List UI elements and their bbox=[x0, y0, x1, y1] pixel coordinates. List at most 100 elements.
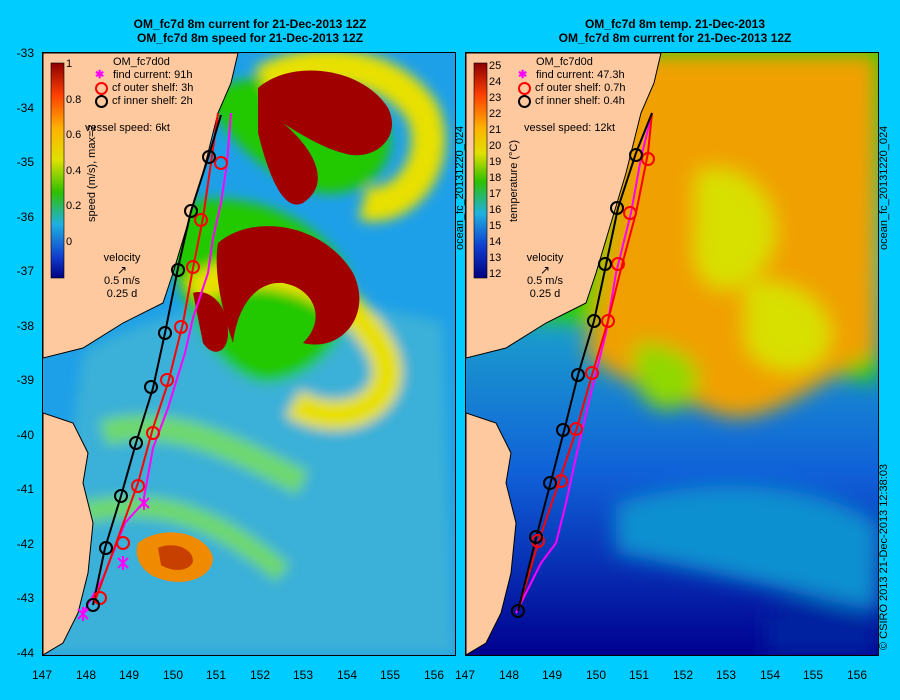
inner-circle-icon bbox=[95, 95, 108, 108]
left-cb-tick: 0.4 bbox=[66, 165, 82, 177]
x-tick: 148 bbox=[75, 668, 97, 682]
left-legend: OM_fc7d0d ✱ find current: 91h cf outer sh… bbox=[85, 56, 194, 135]
left-vessel-speed: vessel speed: 6kt bbox=[85, 122, 170, 134]
y-tick: -37 bbox=[16, 264, 34, 278]
left-velocity-time: 0.25 d bbox=[106, 288, 138, 300]
x-tick: 150 bbox=[585, 668, 607, 682]
find-star-icon: ✱ bbox=[518, 69, 528, 81]
right-title-line1: OM_fc7d 8m temp. 21-Dec-2013 bbox=[584, 17, 766, 31]
y-tick: -36 bbox=[16, 210, 34, 224]
x-tick: 154 bbox=[759, 668, 781, 682]
right-title-line2: OM_fc7d 8m current for 21-Dec-2013 12Z bbox=[558, 31, 792, 45]
left-cf-inner: cf inner shelf: 2h bbox=[112, 95, 193, 107]
y-tick: -43 bbox=[16, 591, 34, 605]
right-model-label: OM_fc7d0d bbox=[536, 56, 593, 68]
y-tick: -35 bbox=[16, 155, 34, 169]
left-outer-shelf-track bbox=[94, 112, 219, 602]
y-tick: -34 bbox=[16, 101, 34, 115]
right-cb-tick: 21 bbox=[489, 124, 502, 136]
left-model-label: OM_fc7d0d bbox=[113, 56, 170, 68]
left-velocity-label: velocity bbox=[103, 252, 141, 264]
y-tick: -33 bbox=[16, 46, 34, 60]
right-velocity-arrow: ↗ bbox=[539, 263, 551, 277]
right-cb-tick: 18 bbox=[489, 172, 502, 184]
x-tick: 147 bbox=[31, 668, 53, 682]
find-star-icon: ✱ bbox=[95, 69, 105, 81]
copyright-label: © CSIRO 2013 21-Dec-2013 12:38:03 bbox=[878, 463, 890, 650]
right-cb-tick: 20 bbox=[489, 140, 502, 152]
y-tick: -40 bbox=[16, 428, 34, 442]
x-tick: 149 bbox=[118, 668, 140, 682]
x-tick: 155 bbox=[379, 668, 401, 682]
left-find-current: find current: 91h bbox=[113, 69, 193, 81]
right-colorbar-label: temperature (°C) bbox=[508, 139, 520, 222]
right-cf-inner: cf inner shelf: 0.4h bbox=[535, 95, 625, 107]
right-map-panel bbox=[465, 52, 879, 656]
left-cf-outer: cf outer shelf: 3h bbox=[112, 82, 194, 94]
right-cb-tick: 14 bbox=[489, 236, 502, 248]
x-tick: 152 bbox=[249, 668, 271, 682]
y-tick: -38 bbox=[16, 319, 34, 333]
left-outer-markers bbox=[93, 156, 228, 605]
left-map-panel bbox=[42, 52, 456, 656]
x-tick: 156 bbox=[423, 668, 445, 682]
y-tick: -41 bbox=[16, 482, 34, 496]
right-cf-outer: cf outer shelf: 0.7h bbox=[535, 82, 626, 94]
left-cb-tick: 0.2 bbox=[66, 200, 82, 212]
right-cb-tick: 19 bbox=[489, 156, 502, 168]
inner-circle-icon bbox=[518, 95, 531, 108]
left-cb-tick: 0.6 bbox=[66, 129, 82, 141]
right-cb-tick: 15 bbox=[489, 220, 502, 232]
right-vessel-speed: vessel speed: 12kt bbox=[524, 122, 616, 134]
right-cb-tick: 25 bbox=[489, 60, 502, 72]
right-legend: OM_fc7d0d ✱ find current: 47.3h cf outer … bbox=[518, 56, 626, 135]
right-cb-tick: 23 bbox=[489, 92, 502, 104]
x-tick: 156 bbox=[846, 668, 868, 682]
right-cb-tick: 22 bbox=[489, 108, 502, 120]
left-cb-tick: 1 bbox=[66, 58, 73, 70]
x-tick: 151 bbox=[628, 668, 650, 682]
left-colorbar bbox=[50, 62, 65, 279]
right-cb-tick: 16 bbox=[489, 204, 502, 216]
right-velocity-time: 0.25 d bbox=[529, 288, 561, 300]
left-title: OM_fc7d 8m current for 21-Dec-2013 12Z O… bbox=[100, 17, 400, 45]
right-velocity-label: velocity bbox=[526, 252, 564, 264]
outer-circle-icon bbox=[95, 82, 108, 95]
y-tick: -42 bbox=[16, 537, 34, 551]
left-cb-tick: 0.8 bbox=[66, 94, 82, 106]
right-cb-tick: 13 bbox=[489, 252, 502, 264]
right-inner-shelf-track bbox=[517, 112, 653, 612]
right-find-current: find current: 47.3h bbox=[536, 69, 625, 81]
left-title-line2: OM_fc7d 8m speed for 21-Dec-2013 12Z bbox=[136, 31, 364, 45]
y-tick: -39 bbox=[16, 373, 34, 387]
x-tick: 149 bbox=[541, 668, 563, 682]
x-tick: 155 bbox=[802, 668, 824, 682]
x-tick: 150 bbox=[162, 668, 184, 682]
right-outer-shelf-track bbox=[517, 112, 653, 612]
x-tick: 151 bbox=[205, 668, 227, 682]
right-cb-tick: 12 bbox=[489, 268, 502, 280]
x-tick: 153 bbox=[715, 668, 737, 682]
left-colorbar-label: speed (m/s), max=2 bbox=[86, 124, 98, 222]
x-tick: 148 bbox=[498, 668, 520, 682]
left-inner-markers bbox=[86, 150, 216, 612]
x-tick: 152 bbox=[672, 668, 694, 682]
x-tick: 147 bbox=[454, 668, 476, 682]
left-velocity-key: velocity ↗ 0.5 m/s 0.25 d bbox=[92, 252, 152, 301]
left-title-line1: OM_fc7d 8m current for 21-Dec-2013 12Z bbox=[133, 17, 367, 31]
right-cb-tick: 17 bbox=[489, 188, 502, 200]
left-speed-map bbox=[43, 53, 455, 655]
right-cb-tick: 24 bbox=[489, 76, 502, 88]
right-temperature-map bbox=[466, 53, 878, 655]
right-run-label: ocean_fc_20131220_024 bbox=[878, 125, 890, 250]
y-tick: -44 bbox=[16, 646, 34, 660]
left-find-current-track bbox=[82, 112, 232, 614]
left-velocity-scale: 0.5 m/s bbox=[103, 275, 141, 287]
outer-circle-icon bbox=[518, 82, 531, 95]
left-find-markers bbox=[77, 496, 150, 621]
right-title: OM_fc7d 8m temp. 21-Dec-2013 OM_fc7d 8m … bbox=[525, 17, 825, 45]
left-velocity-arrow: ↗ bbox=[116, 263, 128, 277]
x-tick: 154 bbox=[336, 668, 358, 682]
right-velocity-scale: 0.5 m/s bbox=[526, 275, 564, 287]
right-colorbar bbox=[473, 62, 488, 279]
